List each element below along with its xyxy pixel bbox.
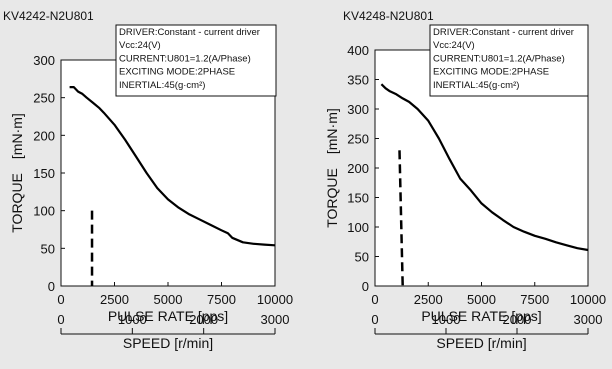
speed-tick-label: 2000 — [503, 312, 532, 327]
x-axis-label: PULSE RATE [pps] — [421, 308, 541, 324]
starting-frequency-marker — [398, 150, 404, 287]
y-tick-label: 150 — [347, 191, 369, 206]
speed-tick-label: 1000 — [432, 312, 461, 327]
speed-tick-label: 0 — [57, 312, 64, 327]
plot-area — [60, 59, 276, 287]
y-tick-label: 300 — [347, 102, 369, 117]
condition-text: EXCITING MODE:2PHASE — [119, 67, 235, 78]
conditions-box — [429, 24, 589, 97]
y-tick-label: 250 — [347, 132, 369, 147]
y-tick-label: 350 — [347, 73, 369, 88]
speed-tick-label: 3000 — [261, 312, 290, 327]
x-axis-label: PULSE RATE [pps] — [108, 308, 228, 324]
speed-axis-label: SPEED [r/min] — [436, 335, 526, 351]
x-tick-label: 5000 — [467, 292, 496, 307]
speed-tick-label: 2000 — [189, 312, 218, 327]
speed-tick-label: 3000 — [574, 312, 603, 327]
pullout-torque-line — [380, 83, 589, 252]
y-tick-label: 300 — [33, 53, 55, 68]
x-tick-label: 0 — [57, 292, 64, 307]
condition-text: Vcc:24(V) — [433, 40, 475, 51]
chart-title: KV4248-N2U801 — [343, 9, 434, 23]
condition-text: CURRENT:U801=1.2(A/Phase) — [433, 53, 565, 64]
x-tick-label: 7500 — [207, 292, 236, 307]
condition-text: DRIVER:Constant - current driver — [433, 27, 574, 38]
y-tick-label: 100 — [347, 220, 369, 235]
conditions-box — [115, 24, 277, 97]
speed-axis-label: SPEED [r/min] — [123, 335, 213, 351]
x-tick-label: 7500 — [520, 292, 549, 307]
pullout-torque-line — [69, 86, 276, 247]
condition-text: INERTIAL:45(g·cm²) — [119, 80, 205, 91]
x-tick-label: 10000 — [570, 292, 606, 307]
y-tick-label: 250 — [33, 91, 55, 106]
condition-text: EXCITING MODE:2PHASE — [433, 67, 549, 78]
condition-text: INERTIAL:45(g·cm²) — [433, 80, 519, 91]
x-tick-label: 5000 — [154, 292, 183, 307]
y-tick-label: 200 — [33, 128, 55, 143]
y-axis-label: TORQUE [mN·m] — [9, 113, 25, 233]
condition-text: DRIVER:Constant - current driver — [119, 27, 260, 38]
y-tick-label: 50 — [41, 241, 55, 256]
y-tick-label: 0 — [48, 279, 55, 294]
y-tick-label: 50 — [355, 250, 369, 265]
y-tick-label: 0 — [362, 279, 369, 294]
x-tick-label: 10000 — [257, 292, 293, 307]
y-tick-label: 100 — [33, 204, 55, 219]
y-tick-label: 150 — [33, 166, 55, 181]
x-tick-label: 2500 — [414, 292, 443, 307]
speed-tick-label: 1000 — [118, 312, 147, 327]
y-tick-label: 200 — [347, 161, 369, 176]
condition-text: Vcc:24(V) — [119, 40, 161, 51]
speed-tick-label: 0 — [371, 312, 378, 327]
y-axis-label: TORQUE [mN·m] — [324, 108, 340, 228]
y-tick-label: 400 — [347, 43, 369, 58]
condition-text: CURRENT:U801=1.2(A/Phase) — [119, 53, 251, 64]
x-tick-label: 2500 — [100, 292, 129, 307]
x-tick-label: 0 — [371, 292, 378, 307]
chart-title: KV4242-N2U801 — [3, 9, 94, 23]
